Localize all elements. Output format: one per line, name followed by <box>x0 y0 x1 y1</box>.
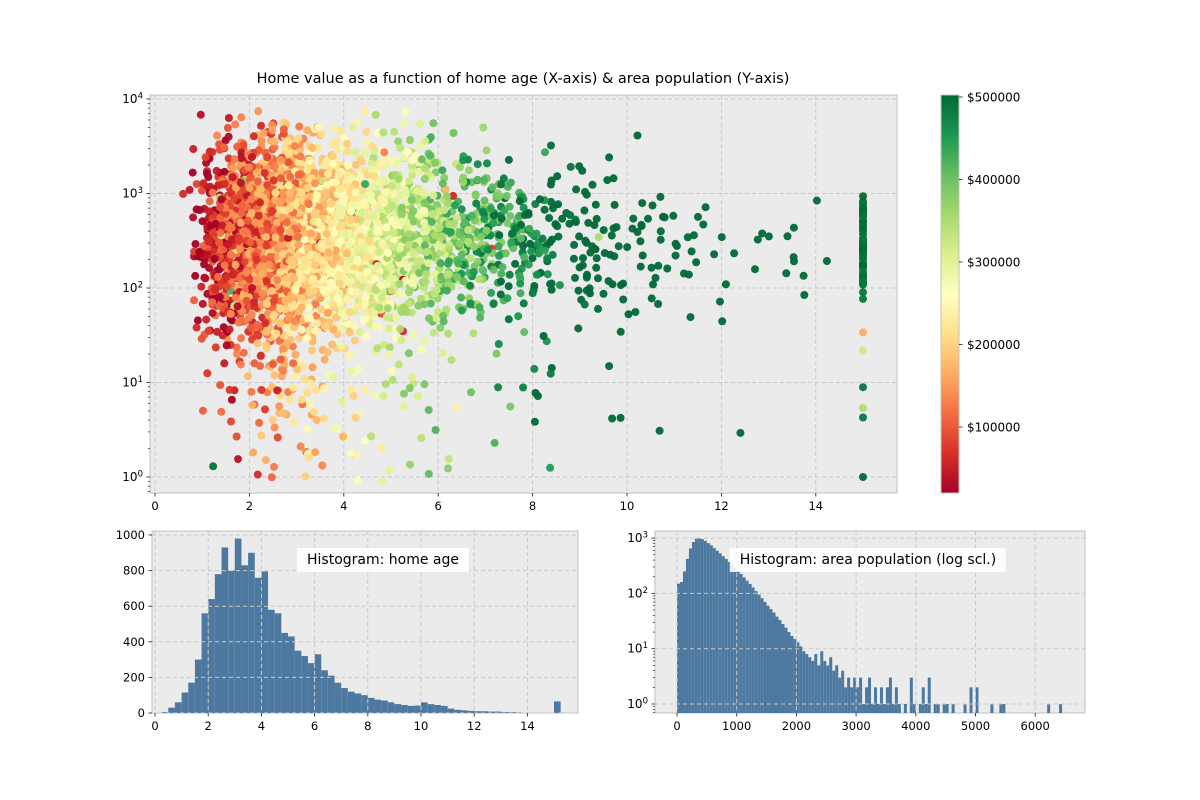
svg-text:$200000: $200000 <box>967 338 1020 352</box>
scatter-points <box>179 107 867 486</box>
svg-text:0: 0 <box>151 719 158 733</box>
svg-text:10: 10 <box>414 719 429 733</box>
svg-text:8: 8 <box>364 719 371 733</box>
svg-text:200: 200 <box>123 670 145 684</box>
colorbar: $100000 $200000 $300000 $400000 $500000 <box>940 91 1020 494</box>
svg-text:14: 14 <box>808 499 823 513</box>
svg-text:$100000: $100000 <box>967 421 1020 435</box>
svg-text:100: 100 <box>627 697 648 712</box>
svg-text:1000: 1000 <box>722 719 751 733</box>
svg-text:100: 100 <box>122 470 143 485</box>
svg-text:12: 12 <box>714 499 729 513</box>
svg-text:103: 103 <box>122 186 143 201</box>
svg-text:0: 0 <box>138 706 145 720</box>
svg-text:$400000: $400000 <box>967 173 1020 187</box>
svg-text:600: 600 <box>123 599 145 613</box>
svg-text:8: 8 <box>529 499 536 513</box>
svg-text:1000: 1000 <box>116 528 145 542</box>
svg-text:4: 4 <box>340 499 347 513</box>
svg-text:2000: 2000 <box>782 719 811 733</box>
hist-pop-axes: 0 1000 2000 3000 4000 5000 6000 100 101 102 103 <box>627 530 1086 733</box>
scatter-title: Home value as a function of home age (X-… <box>256 71 790 87</box>
svg-text:101: 101 <box>627 641 648 656</box>
svg-text:101: 101 <box>122 375 143 390</box>
svg-text:$300000: $300000 <box>967 256 1020 270</box>
svg-text:102: 102 <box>122 281 143 296</box>
svg-text:400: 400 <box>123 635 145 649</box>
svg-text:104: 104 <box>122 92 143 107</box>
svg-text:10: 10 <box>620 499 635 513</box>
hist-pop-bars <box>677 538 1063 713</box>
svg-text:6000: 6000 <box>1021 719 1050 733</box>
svg-text:0: 0 <box>151 499 158 513</box>
svg-text:0: 0 <box>673 719 680 733</box>
svg-text:4000: 4000 <box>901 719 930 733</box>
svg-text:6: 6 <box>311 719 318 733</box>
svg-text:12: 12 <box>467 719 482 733</box>
scatter-axes: 0 2 4 6 8 10 12 14 100 101 102 103 104 <box>122 92 898 513</box>
svg-text:5000: 5000 <box>961 719 990 733</box>
svg-text:3000: 3000 <box>841 719 870 733</box>
svg-text:800: 800 <box>123 564 145 578</box>
hist-age-title: Histogram: home age <box>296 548 470 572</box>
svg-text:2: 2 <box>246 499 253 513</box>
svg-text:14: 14 <box>520 719 535 733</box>
svg-text:103: 103 <box>627 531 648 546</box>
svg-text:102: 102 <box>627 586 648 601</box>
hist-pop-title: Histogram: area population (log scl.) <box>729 548 1007 572</box>
svg-text:4: 4 <box>258 719 265 733</box>
svg-text:6: 6 <box>435 499 442 513</box>
svg-text:$500000: $500000 <box>967 91 1020 105</box>
svg-text:2: 2 <box>205 719 212 733</box>
